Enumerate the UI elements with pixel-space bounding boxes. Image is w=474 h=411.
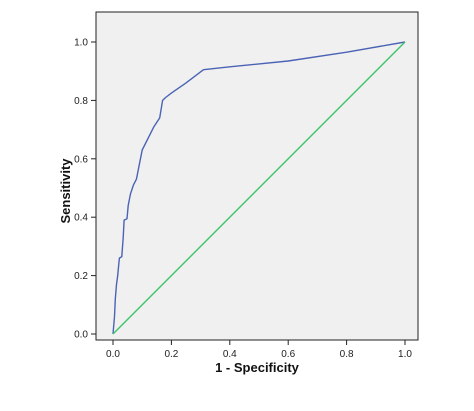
- y-tick-label: 1.0: [74, 38, 88, 49]
- x-axis-title: 1 - Specificity: [215, 360, 300, 375]
- plot-area: [95, 11, 419, 341]
- y-tick-label: 0.0: [74, 330, 88, 341]
- y-tick-label: 0.8: [74, 96, 88, 107]
- x-tick-label: 0.0: [106, 349, 120, 360]
- series-layer: [112, 41, 406, 335]
- x-tick-label: 0.8: [340, 349, 354, 360]
- reference-diagonal-line: [112, 41, 406, 335]
- y-tick-label: 0.4: [74, 213, 88, 224]
- y-axis: 0.0 0.2 0.4 0.6 0.8 1.0: [74, 38, 96, 341]
- y-axis-title: Sensitivity: [58, 158, 73, 224]
- x-tick-label: 1.0: [398, 349, 412, 360]
- x-tick-label: 0.4: [223, 349, 237, 360]
- roc-curve-line: [112, 41, 406, 335]
- x-tick-label: 0.6: [281, 349, 295, 360]
- y-tick-label: 0.6: [74, 154, 88, 165]
- y-tick-label: 0.2: [74, 271, 88, 282]
- x-tick-label: 0.2: [164, 349, 178, 360]
- x-axis: 0.0 0.2 0.4 0.6 0.8 1.0: [106, 340, 412, 360]
